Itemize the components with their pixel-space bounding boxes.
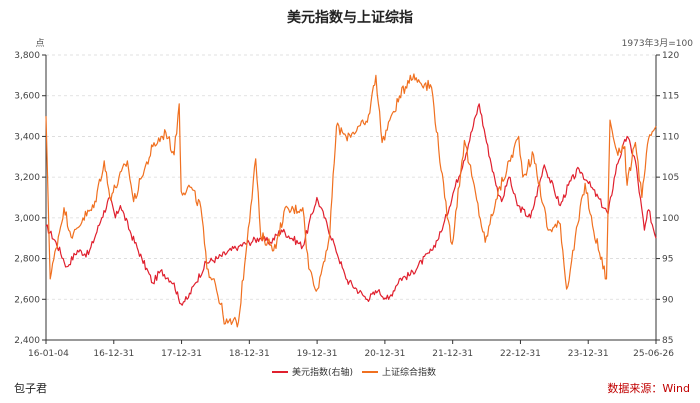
gridlines — [46, 54, 656, 300]
right-tick-label: 90 — [662, 295, 674, 305]
x-tick-label: 22-12-31 — [500, 349, 541, 359]
x-tick-label: 20-12-31 — [364, 349, 405, 359]
footer-author: 包子君 — [14, 382, 47, 395]
left-tick-label: 3,000 — [14, 214, 40, 224]
left-tick-label: 3,800 — [14, 51, 40, 61]
right-axis-unit: 1973年3月=100 — [622, 37, 694, 49]
left-tick-label: 2,800 — [14, 255, 40, 265]
axes: 2,400 85 2,600 90 2,800 95 3,000 100 3,200 105 3,4… — [14, 51, 679, 359]
left-tick-label: 3,600 — [14, 92, 40, 102]
series-line-usd — [45, 103, 657, 306]
x-tick-label: 19-12-31 — [297, 349, 338, 359]
x-tick-label: 21-12-31 — [432, 349, 473, 359]
left-axis-unit: 点 — [35, 38, 44, 49]
x-tick-label: 16-01-04 — [28, 349, 69, 359]
chart-title: 美元指数与上证综指 — [287, 9, 413, 26]
series-line-sse — [45, 73, 657, 328]
series-group — [45, 73, 657, 328]
right-tick-label: 100 — [662, 214, 679, 224]
left-tick-label: 2,600 — [14, 295, 40, 305]
legend: 美元指数(右轴) 上证综合指数 — [272, 366, 436, 378]
left-tick-label: 3,400 — [14, 132, 40, 142]
x-tick-label: 25-06-26 — [633, 349, 674, 359]
left-tick-label: 2,400 — [14, 336, 40, 346]
right-tick-label: 110 — [662, 132, 679, 142]
right-tick-label: 115 — [662, 92, 679, 102]
right-tick-label: 85 — [662, 336, 673, 346]
left-tick-label: 3,200 — [14, 173, 40, 183]
right-tick-label: 95 — [662, 255, 673, 265]
footer-source: 数据来源：Wind — [607, 381, 690, 395]
x-tick-label: 16-12-31 — [93, 349, 134, 359]
right-tick-label: 105 — [662, 173, 679, 183]
x-tick-label: 18-12-31 — [229, 349, 270, 359]
legend-label-sse: 上证综合指数 — [382, 366, 436, 378]
legend-label-usd: 美元指数(右轴) — [292, 366, 353, 378]
x-tick-label: 17-12-31 — [161, 349, 202, 359]
right-tick-label: 120 — [662, 51, 679, 61]
x-tick-label: 23-12-31 — [568, 349, 609, 359]
